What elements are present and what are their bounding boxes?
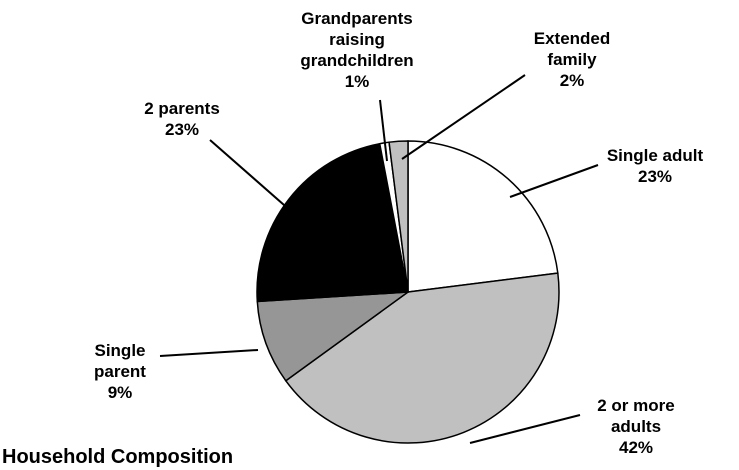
leader-line bbox=[469, 414, 581, 444]
category-label: 2 parents bbox=[144, 99, 220, 118]
slice-label: Single adult 23% bbox=[580, 145, 730, 187]
slice-label: 2 parents 23% bbox=[127, 98, 237, 140]
leader-line bbox=[209, 139, 293, 213]
pie-slice bbox=[256, 142, 409, 303]
value-label: 23% bbox=[164, 120, 200, 139]
leader-line bbox=[401, 74, 526, 160]
slice-label: Extended family 2% bbox=[517, 28, 627, 91]
value-label: 42% bbox=[618, 438, 654, 457]
chart-title: Household Composition bbox=[2, 446, 234, 468]
pie-slice bbox=[407, 140, 559, 293]
value-label: 23% bbox=[637, 167, 673, 186]
pie-slice bbox=[256, 291, 411, 382]
value-label: 9% bbox=[107, 383, 133, 402]
category-label: Extended family bbox=[533, 29, 611, 69]
pie-slice bbox=[388, 140, 409, 293]
leader-line bbox=[159, 349, 259, 357]
slice-label: 2 or more adults 42% bbox=[581, 395, 691, 458]
leader-line bbox=[379, 99, 388, 162]
pie-slice bbox=[284, 272, 560, 444]
category-label: Single parent bbox=[94, 341, 146, 381]
category-label: Single adult bbox=[606, 146, 704, 165]
slice-label: Grandparents raising grandchildren 1% bbox=[290, 8, 425, 92]
category-label: 2 or more adults bbox=[597, 396, 675, 436]
slice-label: Single parent 9% bbox=[85, 340, 155, 403]
category-label: Grandparents raising grandchildren bbox=[300, 9, 414, 70]
value-label: 2% bbox=[559, 71, 585, 90]
value-label: 1% bbox=[344, 72, 370, 91]
leader-line bbox=[509, 164, 599, 198]
